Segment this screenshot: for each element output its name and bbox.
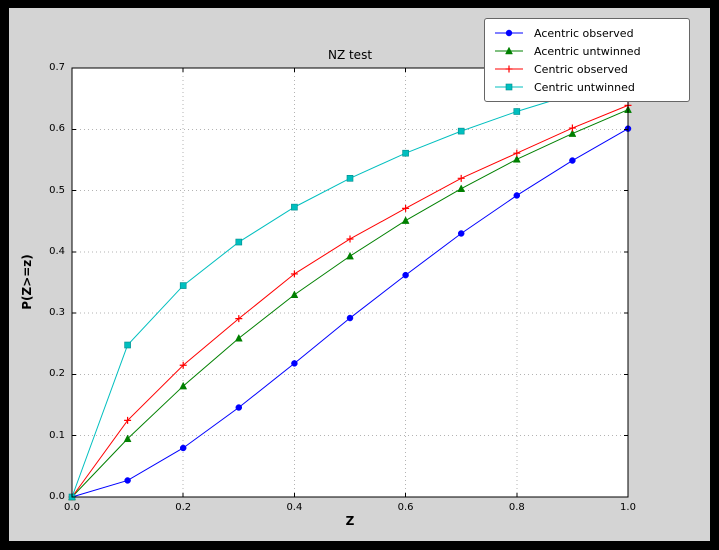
circle-marker-icon <box>179 444 187 452</box>
plus-marker-icon <box>457 174 465 182</box>
y-tick-label: 0.0 <box>49 491 65 502</box>
triangle-marker-icon <box>457 184 466 192</box>
legend-label: Acentric observed <box>534 26 634 40</box>
circle-marker-icon <box>124 477 131 484</box>
legend-item-1: Acentric untwinned <box>491 42 683 60</box>
x-tick-label: 0.6 <box>397 502 414 513</box>
triangle-marker-icon <box>568 129 577 137</box>
y-axis-label: P(Z>=z) <box>20 254 34 310</box>
circle-marker-icon <box>513 192 521 199</box>
y-tick-label: 0.5 <box>49 184 65 196</box>
y-tick-label: 0.6 <box>49 123 65 135</box>
x-tick-label: 0.2 <box>175 502 192 513</box>
square-marker-icon <box>402 149 409 157</box>
legend-swatch <box>495 65 523 73</box>
circle-marker-icon <box>457 230 465 237</box>
axes-background <box>72 68 628 497</box>
y-tick-label: 0.2 <box>49 368 65 380</box>
legend-label: Centric observed <box>534 62 628 76</box>
x-axis-label: Z <box>345 514 355 528</box>
chart-title: NZ test <box>327 48 373 62</box>
square-marker-icon <box>457 127 465 135</box>
plus-marker-icon <box>402 204 410 212</box>
circle-marker-icon <box>402 271 409 279</box>
plus-marker-icon <box>179 361 187 369</box>
x-tick-label: 1.0 <box>620 502 636 513</box>
plus-marker-icon <box>235 315 243 323</box>
plus-marker-icon <box>346 235 354 243</box>
square-marker-icon <box>291 203 298 211</box>
triangle-marker-icon <box>512 154 521 163</box>
circle-marker-icon <box>235 404 243 411</box>
x-tick-label: 0.4 <box>286 502 303 513</box>
legend-swatch <box>495 83 523 91</box>
triangle-marker-icon <box>123 434 132 443</box>
triangle-marker-icon <box>505 46 513 55</box>
circle-marker-icon <box>569 157 576 164</box>
x-tick-label: 0.8 <box>508 502 525 513</box>
circle-marker-icon <box>291 360 298 367</box>
triangle-marker-icon <box>346 251 354 260</box>
triangle-marker-icon <box>290 290 299 299</box>
x-tick-label: 0.0 <box>64 502 80 513</box>
y-tick-label: 0.3 <box>49 307 65 319</box>
plot-area <box>68 67 632 501</box>
legend-label: Centric untwinned <box>534 80 635 94</box>
axes-border <box>71 67 629 498</box>
plus-marker-icon <box>568 124 576 132</box>
square-marker-icon <box>124 341 131 349</box>
legend-label: Acentric untwinned <box>534 44 641 58</box>
triangle-marker-icon <box>234 333 243 342</box>
square-marker-icon <box>505 83 513 91</box>
legend-swatch <box>495 46 523 55</box>
circle-marker-icon <box>346 314 354 322</box>
triangle-marker-icon <box>401 216 410 224</box>
square-marker-icon <box>179 282 187 289</box>
circle-marker-icon <box>505 29 513 37</box>
legend: Acentric observed Acentric untwinned Centr… <box>484 18 690 102</box>
plus-marker-icon <box>505 65 513 73</box>
y-tick-label: 0.4 <box>49 245 65 257</box>
y-tick-label: 0.1 <box>49 429 65 441</box>
legend-item-3: Centric untwinned <box>491 78 683 96</box>
legend-swatch <box>495 29 523 37</box>
square-marker-icon <box>235 238 243 246</box>
triangle-marker-icon <box>179 381 188 390</box>
plus-marker-icon <box>513 149 521 157</box>
legend-item-2: Centric observed <box>491 60 683 78</box>
plus-marker-icon <box>124 416 132 424</box>
square-marker-icon <box>346 175 354 182</box>
plus-marker-icon <box>290 270 298 278</box>
square-marker-icon <box>513 108 521 115</box>
legend-item-0: Acentric observed <box>491 24 683 42</box>
figure-canvas: NZ test Z P(Z>=z) 0.0 0.2 0.4 0.6 0.8 1.0 0.0 0… <box>9 8 710 541</box>
y-tick-label: 0.7 <box>49 62 65 73</box>
